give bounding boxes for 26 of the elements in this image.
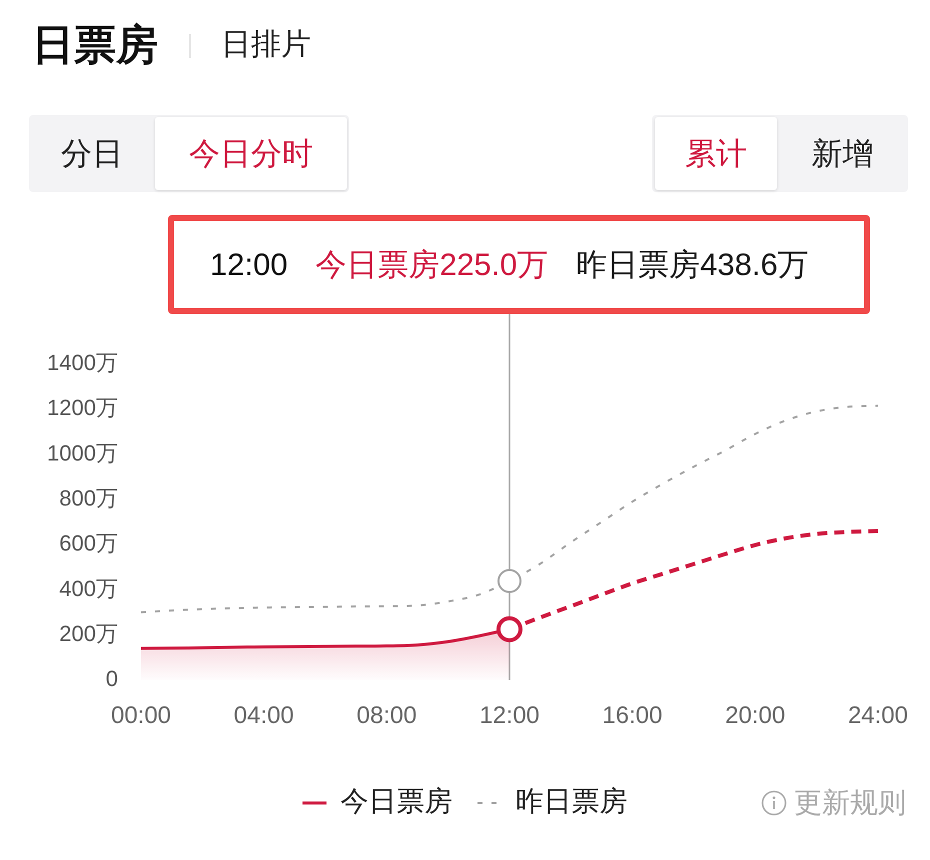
x-tick-label: 16:00 — [602, 702, 662, 730]
y-tick-label: 1000万 — [47, 440, 118, 466]
x-tick-label: 08:00 — [356, 702, 417, 730]
x-tick-label: 12:00 — [479, 702, 540, 730]
y-tick-label: 800万 — [59, 485, 118, 510]
x-tick-label: 24:00 — [848, 702, 908, 730]
x-tick-label: 20:00 — [725, 702, 786, 730]
y-tick-label: 400万 — [59, 576, 118, 601]
legend-label: 今日票房 — [340, 786, 452, 817]
text: 更新规则 — [794, 786, 906, 820]
y-tick-label: 0 — [106, 666, 118, 692]
text: 昨日票房438.6万 — [576, 246, 809, 284]
legend-label: 昨日票房 — [516, 786, 628, 817]
y-tick-label: 1400万 — [47, 350, 118, 376]
x-tick-label: 04:00 — [234, 702, 294, 730]
text: 今日票房225.0万 — [316, 246, 548, 284]
line-series — [141, 404, 878, 614]
y-tick-label: 200万 — [59, 620, 118, 646]
y-tick-label: 600万 — [59, 530, 118, 556]
segmented-control[interactable]: 分日 今日分时 — [29, 115, 349, 192]
y-tick-label: 1200万 — [47, 395, 118, 420]
chart-title: 日票房 — [32, 20, 158, 70]
x-tick-label: 00:00 — [110, 702, 172, 730]
text: 日排片 — [221, 27, 311, 63]
segmented-control[interactable]: 累计 新增 — [652, 115, 908, 192]
text: 12:00 — [210, 247, 288, 283]
